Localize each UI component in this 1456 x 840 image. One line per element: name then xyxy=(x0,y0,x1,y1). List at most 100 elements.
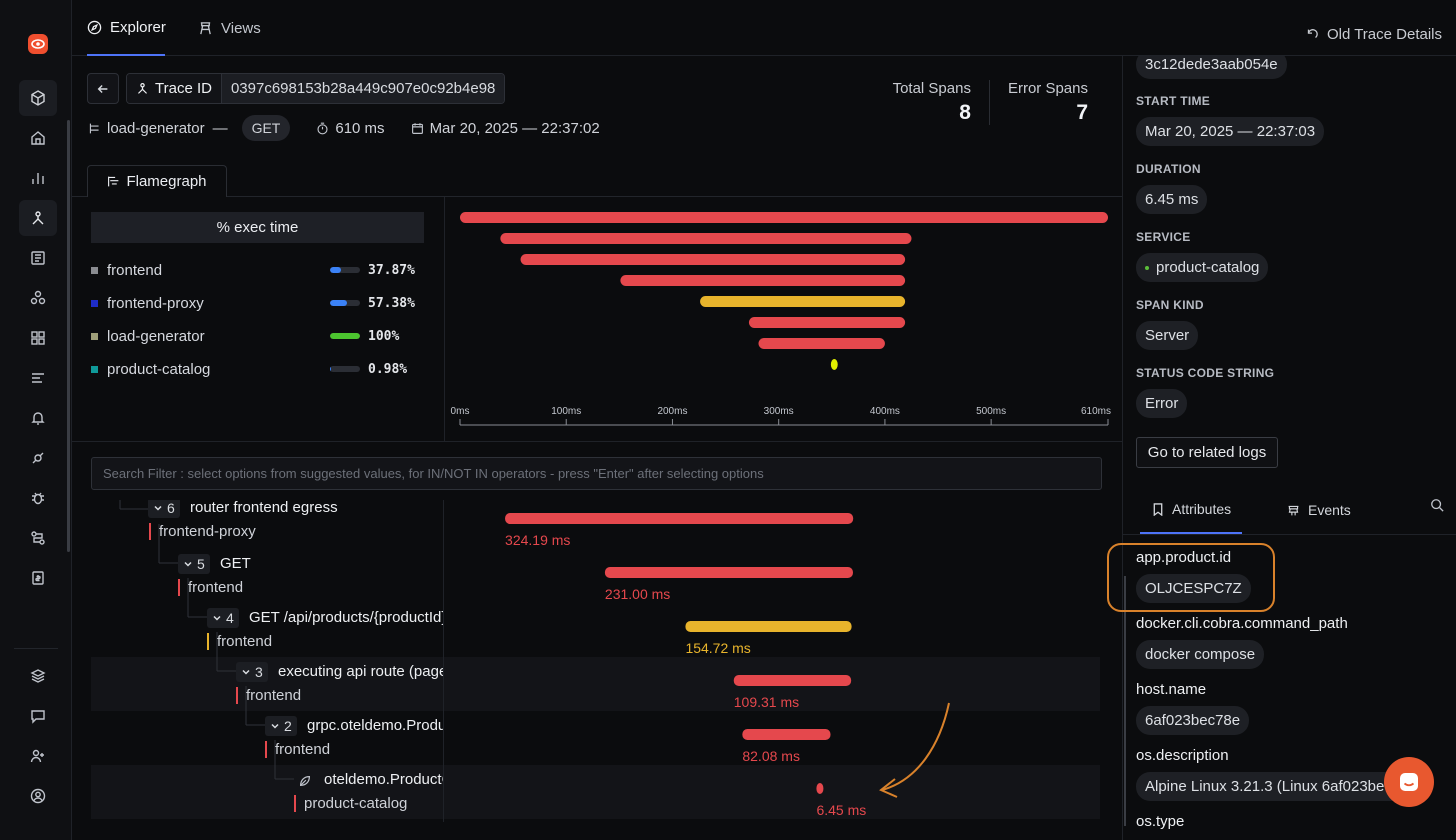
flamegraph-span-bar[interactable] xyxy=(520,254,906,265)
flamegraph-chart[interactable]: 0ms 100ms 200ms 300ms 400ms 500ms 610ms xyxy=(446,200,1116,434)
span-duration-bar[interactable] xyxy=(505,513,854,524)
span-tree-row[interactable]: 4 GET /api/products/{productId} frontend xyxy=(72,606,444,660)
flamegraph-axis-label: 200ms xyxy=(657,406,687,417)
chat-support-button[interactable] xyxy=(1384,757,1434,807)
span-service-name: frontend xyxy=(207,633,272,650)
service-name: load-generator xyxy=(107,327,205,345)
span-duration-bar[interactable] xyxy=(733,675,852,686)
exec-time-bar-fill xyxy=(330,267,342,273)
dashboards-icon[interactable] xyxy=(19,160,57,196)
tab-attributes[interactable]: Attributes xyxy=(1140,486,1242,534)
attribute-value[interactable]: Alpine Linux 3.21.3 (Linux 6af023bec78e xyxy=(1136,772,1426,801)
tab-flamegraph[interactable]: Flamegraph xyxy=(87,165,227,197)
nav-divider xyxy=(14,648,58,649)
invite-member-icon[interactable] xyxy=(19,738,57,774)
span-tree-row[interactable]: 5 GET frontend xyxy=(72,552,444,606)
span-name: grpc.oteldemo.ProductCatalogService/GetP… xyxy=(307,717,444,734)
back-button[interactable] xyxy=(87,73,119,104)
flamegraph-span-bar[interactable] xyxy=(758,338,885,349)
span-tree-row[interactable]: oteldemo.ProductCatalogService/GetProduc… xyxy=(72,768,444,822)
attributes-scrollbar[interactable] xyxy=(1124,576,1126,826)
span-child-count: 3 xyxy=(255,664,263,680)
error-spans-stat: Error Spans 7 xyxy=(988,80,1106,125)
attribute-value[interactable]: OLJCESPC7Z xyxy=(1136,574,1251,603)
span-duration-bar[interactable] xyxy=(742,729,831,740)
span-duration-label: 109.31 ms xyxy=(734,694,799,710)
go-to-related-logs-button[interactable]: Go to related logs xyxy=(1136,437,1278,468)
undo-icon xyxy=(1305,27,1319,41)
total-spans-label: Total Spans xyxy=(892,80,971,97)
exceptions-icon[interactable] xyxy=(19,480,57,516)
get-started-icon[interactable] xyxy=(19,80,57,116)
span-tree-row[interactable]: 2 grpc.oteldemo.ProductCatalogService/Get… xyxy=(72,714,444,768)
span-name: oteldemo.ProductCatalogService/GetProduc… xyxy=(324,771,444,788)
span-collapse-toggle[interactable]: 6 xyxy=(148,500,180,518)
span-duration-bar[interactable] xyxy=(604,567,853,578)
service-map-icon[interactable] xyxy=(19,520,57,556)
messaging-queues-icon[interactable] xyxy=(19,360,57,396)
trace-id-value[interactable]: 0397c698153b28a449c907e0c92b4e98 xyxy=(221,74,505,103)
exec-time-row[interactable]: frontend-proxy 57.38% xyxy=(91,293,421,313)
span-tree-row[interactable]: 3 executing api route (pages) /api/produc… xyxy=(72,660,444,714)
flamegraph-span-bar[interactable] xyxy=(620,275,906,286)
integrations-icon[interactable] xyxy=(19,320,57,356)
span-collapse-toggle[interactable]: 4 xyxy=(207,608,239,628)
alerts-icon[interactable] xyxy=(19,400,57,436)
tab-views-label: Views xyxy=(221,19,261,37)
attribute-key: host.name xyxy=(1136,681,1207,698)
error-spans-value: 7 xyxy=(1076,101,1088,124)
span-search-filter-input[interactable] xyxy=(91,457,1102,490)
span-tree-row[interactable]: 6 router frontend egress frontend-proxy xyxy=(72,500,444,552)
trace-id-field[interactable]: Trace ID 0397c698153b28a449c907e0c92b4e9… xyxy=(126,73,506,104)
span-id-value[interactable]: 3c12dede3aab054e xyxy=(1136,56,1287,79)
user-profile-icon[interactable] xyxy=(19,778,57,814)
span-kind-value: Server xyxy=(1136,321,1199,350)
billing-icon[interactable] xyxy=(19,560,57,596)
tab-attributes-label: Attributes xyxy=(1172,501,1232,517)
attribute-value[interactable]: docker compose xyxy=(1136,640,1265,669)
signoz-logo-icon[interactable] xyxy=(19,26,57,62)
span-collapse-toggle[interactable]: 2 xyxy=(265,716,297,736)
flamegraph-span-bar[interactable] xyxy=(700,296,906,307)
tab-events[interactable]: Events xyxy=(1287,486,1351,534)
root-service-name: load-generator xyxy=(107,119,205,137)
span-child-count: 6 xyxy=(167,500,175,516)
traces-icon[interactable] xyxy=(19,200,57,236)
feedback-icon[interactable] xyxy=(19,698,57,734)
flamegraph-span-bar[interactable] xyxy=(460,212,1108,223)
tab-views[interactable]: Views xyxy=(198,0,261,56)
left-nav-rail xyxy=(0,0,72,840)
span-duration-bar[interactable] xyxy=(685,621,852,632)
span-duration-bar[interactable] xyxy=(816,783,824,794)
flamegraph-span-bar[interactable] xyxy=(748,317,906,328)
span-duration-label: 324.19 ms xyxy=(505,532,570,548)
span-duration-bars: 324.19 ms 231.00 ms 154.72 ms 109.31 ms 82.0… xyxy=(505,513,866,818)
exec-time-row[interactable]: product-catalog 0.98% xyxy=(91,359,421,379)
attribute-value[interactable]: 6af023bec78e xyxy=(1136,706,1250,735)
infrastructure-icon[interactable] xyxy=(19,280,57,316)
pipelines-icon[interactable] xyxy=(19,440,57,476)
exec-time-percent: 100% xyxy=(368,328,400,344)
tab-explorer[interactable]: Explorer xyxy=(87,0,166,56)
service-tree-icon xyxy=(88,122,101,135)
service-name: frontend-proxy xyxy=(107,294,204,312)
search-icon[interactable] xyxy=(1430,498,1444,512)
start-time-value: Mar 20, 2025 — 22:37:03 xyxy=(1136,117,1325,146)
exec-time-row[interactable]: load-generator 100% xyxy=(91,326,421,346)
old-trace-details-button[interactable]: Old Trace Details xyxy=(1305,0,1442,68)
flamegraph-span-bar[interactable] xyxy=(830,359,838,370)
span-collapse-toggle[interactable]: 3 xyxy=(236,662,268,682)
flamegraph-span-bar[interactable] xyxy=(500,233,912,244)
span-name: router frontend egress xyxy=(190,500,338,516)
exec-time-bar-fill xyxy=(330,366,331,372)
exec-time-row[interactable]: frontend 37.87% xyxy=(91,260,421,280)
span-collapse-toggle[interactable]: 5 xyxy=(178,554,210,574)
views-icon xyxy=(198,21,213,36)
logs-icon[interactable] xyxy=(19,240,57,276)
trace-icon xyxy=(136,82,149,95)
span-child-count: 2 xyxy=(284,718,292,734)
workspace-icon[interactable] xyxy=(19,658,57,694)
home-icon[interactable] xyxy=(19,120,57,156)
nav-scrollbar[interactable] xyxy=(67,120,70,552)
span-details-panel: 3c12dede3aab054e START TIME Mar 20, 2025… xyxy=(1122,56,1456,840)
